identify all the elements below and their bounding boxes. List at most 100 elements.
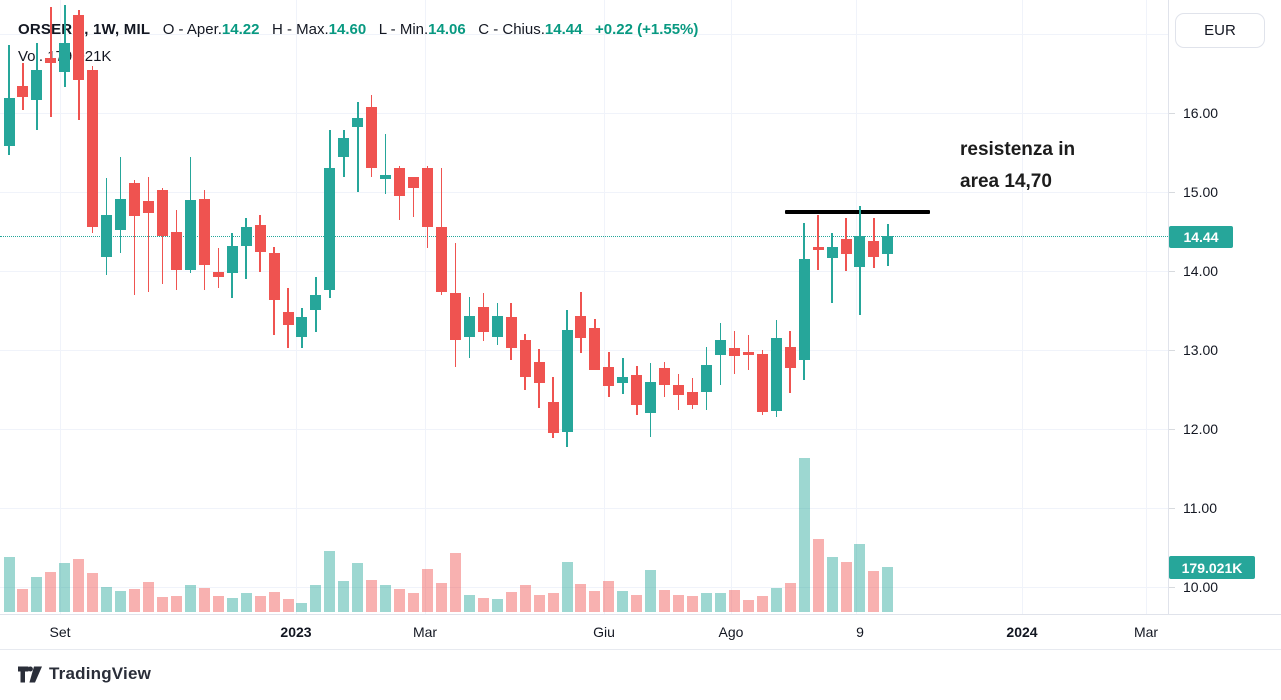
candle-body bbox=[394, 168, 406, 196]
volume-bar bbox=[882, 567, 894, 612]
candle-wick bbox=[245, 218, 247, 279]
volume-bar bbox=[561, 561, 573, 612]
candle-body bbox=[115, 199, 127, 230]
volume-bar bbox=[352, 562, 364, 612]
candle-body bbox=[31, 70, 43, 101]
volume-bar bbox=[756, 595, 768, 612]
candle-body bbox=[59, 42, 71, 72]
currency-button[interactable]: EUR bbox=[1175, 13, 1265, 48]
candle-body bbox=[240, 226, 252, 246]
candle-body bbox=[491, 316, 503, 337]
candle-body bbox=[143, 200, 154, 214]
volume-bar bbox=[3, 556, 15, 612]
volume-bar bbox=[324, 550, 336, 612]
volume-bar bbox=[366, 579, 378, 612]
candle-body bbox=[728, 347, 740, 357]
vertical-gridline bbox=[1022, 0, 1023, 614]
candle-body bbox=[324, 168, 336, 290]
candle-body bbox=[826, 246, 838, 258]
candle-body bbox=[366, 106, 378, 169]
volume-bar bbox=[394, 588, 406, 612]
candle-body bbox=[519, 339, 531, 377]
candle-wick bbox=[412, 176, 415, 218]
vertical-gridline bbox=[731, 0, 732, 614]
candle-body bbox=[156, 190, 168, 237]
candle-body bbox=[868, 240, 880, 257]
candle-body bbox=[784, 346, 796, 369]
candle-body bbox=[101, 214, 113, 257]
candle-body bbox=[882, 236, 894, 254]
candle-body bbox=[3, 97, 15, 147]
volume-bar bbox=[477, 597, 489, 612]
volume-bar bbox=[714, 592, 726, 612]
volume-bar bbox=[617, 590, 629, 612]
time-axis-label: Ago bbox=[718, 624, 744, 640]
candle-body bbox=[408, 176, 420, 189]
candle-body bbox=[198, 199, 210, 265]
price-axis-tick bbox=[1169, 192, 1175, 193]
candle-body bbox=[477, 307, 489, 332]
candle-body bbox=[756, 353, 768, 413]
candle-body bbox=[463, 316, 475, 337]
time-axis[interactable]: Set 2023 Mar Giu Ago 9 2024 Mar bbox=[0, 614, 1281, 650]
resistance-trendline[interactable] bbox=[785, 210, 930, 214]
volume-bar bbox=[770, 587, 782, 612]
candle-body bbox=[673, 384, 685, 396]
candle-body bbox=[770, 338, 782, 411]
price-axis-tick bbox=[1169, 271, 1175, 272]
price-axis-label: 14.00 bbox=[1183, 263, 1219, 279]
candle-body bbox=[226, 245, 238, 274]
horizontal-gridline bbox=[0, 587, 1168, 588]
tradingview-attribution[interactable]: TradingView bbox=[18, 664, 151, 684]
price-axis-label: 10.00 bbox=[1183, 579, 1219, 595]
volume-bar bbox=[701, 592, 712, 612]
volume-bar bbox=[184, 584, 196, 612]
volume-bar bbox=[505, 591, 517, 612]
volume-bar bbox=[268, 591, 280, 612]
close-label: C - Chius. bbox=[478, 21, 545, 38]
resistance-annotation[interactable]: resistenza in area 14,70 bbox=[960, 134, 1075, 198]
candle-body bbox=[561, 330, 573, 433]
volume-bar bbox=[840, 561, 852, 612]
candle-body bbox=[170, 232, 182, 271]
candle-body bbox=[603, 367, 615, 386]
annotation-line2: area 14,70 bbox=[960, 171, 1052, 192]
candle-body bbox=[184, 199, 196, 271]
volume-bar bbox=[170, 595, 182, 612]
price-axis[interactable]: EUR 14.44 179.021K 16.00 15.00 14.00 13.00 1… bbox=[1168, 0, 1281, 650]
volume-bar bbox=[547, 592, 559, 612]
candle-wick bbox=[384, 134, 387, 195]
tradingview-logo-text: TradingView bbox=[49, 664, 152, 683]
volume-bar bbox=[338, 580, 350, 612]
volume-bar bbox=[143, 581, 154, 612]
time-axis-label: 2024 bbox=[1006, 624, 1038, 640]
price-axis-tick bbox=[1169, 113, 1175, 114]
volume-bar bbox=[868, 570, 880, 612]
candle-wick bbox=[357, 101, 359, 192]
volume-bar bbox=[728, 589, 740, 612]
candle-body bbox=[840, 239, 852, 254]
candle-body bbox=[212, 271, 224, 278]
candle-body bbox=[87, 70, 99, 227]
candle-body bbox=[17, 86, 29, 98]
volume-bar bbox=[115, 590, 127, 612]
candle-body bbox=[449, 293, 461, 340]
volume-bar bbox=[463, 594, 475, 612]
volume-bar bbox=[491, 598, 503, 612]
horizontal-gridline bbox=[0, 34, 1168, 35]
time-axis-label: 9 bbox=[856, 624, 864, 640]
close-value: 14.44 bbox=[544, 21, 583, 38]
volume-bar bbox=[282, 598, 294, 612]
candle-body bbox=[268, 252, 280, 301]
candle-wick bbox=[622, 357, 624, 395]
volume-bar bbox=[212, 595, 224, 612]
volume-bar bbox=[687, 595, 699, 612]
vertical-gridline bbox=[1146, 0, 1147, 614]
candle-body bbox=[812, 246, 824, 250]
price-chart-pane[interactable]: resistenza in area 14,70 ORSERO, 1W, MIL… bbox=[0, 0, 1168, 614]
candle-body bbox=[282, 312, 294, 325]
price-axis-label: 16.00 bbox=[1183, 105, 1219, 121]
volume-bar bbox=[422, 568, 433, 612]
volume-bar bbox=[129, 588, 141, 612]
